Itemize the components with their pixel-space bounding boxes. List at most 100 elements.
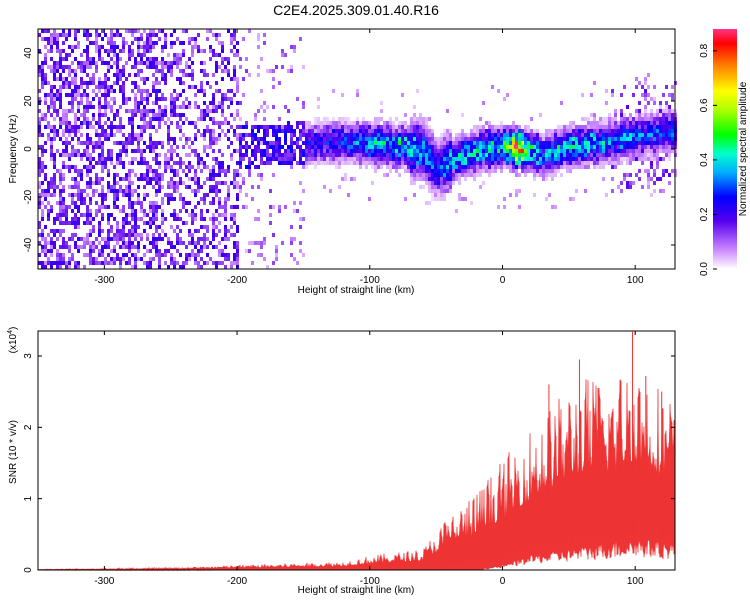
spectrogram-cell — [74, 69, 77, 73]
spectrogram-cell — [143, 49, 146, 53]
spectrogram-cell — [152, 81, 155, 85]
spectrogram-cell — [581, 157, 584, 161]
snr-x-ticks: -300 -200 -100 0 100 — [94, 331, 644, 587]
spectrogram-cell — [119, 161, 122, 165]
spectrogram-cell — [413, 117, 416, 121]
spectrogram-cell — [530, 117, 533, 121]
spectrogram-cell — [260, 89, 263, 93]
spectrogram-cell — [194, 213, 197, 217]
spectrogram-cell — [203, 117, 206, 121]
spectrogram-cell — [95, 65, 98, 69]
spectrogram-cell — [614, 113, 617, 117]
spectrogram-cell — [113, 45, 116, 49]
spectrogram-cell — [92, 249, 95, 253]
spectrogram-cell — [146, 113, 149, 117]
spectrogram-cell — [656, 149, 659, 153]
spectrogram-cell — [665, 113, 668, 117]
spectrogram-cell — [62, 81, 65, 85]
spectrogram-cell — [302, 149, 305, 153]
spectrogram-cell — [188, 57, 191, 61]
spectrogram-cell — [410, 121, 413, 125]
spectrogram-cell — [152, 213, 155, 217]
spectrogram-cell — [467, 173, 470, 177]
spectrogram-cell — [143, 161, 146, 165]
spectrogram-cell — [560, 133, 563, 137]
spectrogram-cell — [584, 165, 587, 169]
spectrogram-cell — [155, 129, 158, 133]
spectrogram-cell — [341, 153, 344, 157]
spectrogram-cell — [401, 157, 404, 161]
spectrogram-cell — [191, 217, 194, 221]
spectrogram-cell — [92, 57, 95, 61]
spectrogram-cell — [50, 125, 53, 129]
spectrogram-cell — [161, 113, 164, 117]
spectrogram-cell — [518, 145, 521, 149]
spectrogram-cell — [314, 145, 317, 149]
spectrogram-cell — [68, 29, 71, 33]
spectrogram-cell — [59, 77, 62, 81]
spectrogram-cell — [116, 45, 119, 49]
spectrogram-cell — [431, 189, 434, 193]
spectrogram-cell — [203, 161, 206, 165]
spectrogram-cell — [185, 105, 188, 109]
spectrogram-cell — [89, 209, 92, 213]
spectrogram-cell — [302, 125, 305, 129]
spectrogram-cell — [350, 125, 353, 129]
spectrogram-cell — [374, 145, 377, 149]
spectrogram-cell — [236, 225, 239, 229]
spectrogram-cell — [512, 145, 515, 149]
spectrogram-cell — [41, 189, 44, 193]
spectrogram-cell — [140, 217, 143, 221]
spectrogram-cell — [653, 101, 656, 105]
spectrogram-cell — [47, 181, 50, 185]
spectrogram-cell — [128, 73, 131, 77]
spectrogram-cell — [617, 121, 620, 125]
spectrogram-cell — [497, 125, 500, 129]
spectrogram-cell — [170, 109, 173, 113]
spectrogram-cell — [119, 261, 122, 265]
spectrogram-cell — [470, 149, 473, 153]
spectrogram-cell — [155, 201, 158, 205]
spectrogram-cell — [110, 153, 113, 157]
spectrogram-cell — [50, 229, 53, 233]
spectrogram-cell — [182, 81, 185, 85]
spectrogram-cell — [236, 241, 239, 245]
spectrogram-cell — [197, 185, 200, 189]
spectrogram-cell — [500, 137, 503, 141]
spectrogram-cell — [146, 249, 149, 253]
spectrogram-cell — [218, 41, 221, 45]
spectrogram-cell — [83, 221, 86, 225]
spectrogram-cell — [242, 157, 245, 161]
spectrogram-cell — [293, 49, 296, 53]
spectrogram-cell — [41, 233, 44, 237]
spectrogram-cell — [131, 229, 134, 233]
spectrogram-cell — [59, 89, 62, 93]
spectrogram-cell — [125, 173, 128, 177]
spectrogram-cell — [173, 213, 176, 217]
spectrogram-cell — [653, 169, 656, 173]
spectrogram-cell — [566, 149, 569, 153]
spectrogram-cell — [104, 73, 107, 77]
spectrogram-cell — [650, 161, 653, 165]
spectrogram-cell — [404, 113, 407, 117]
spectrogram-cell — [251, 129, 254, 133]
spectrogram-cell — [101, 113, 104, 117]
spectrogram-cell — [119, 153, 122, 157]
spectrogram-cell — [254, 153, 257, 157]
spectrogram-cell — [368, 121, 371, 125]
spectrogram-cell — [626, 141, 629, 145]
spectrogram-cell — [116, 189, 119, 193]
spectrogram-cell — [272, 173, 275, 177]
spectrogram-cell — [662, 117, 665, 121]
spectrogram-cell — [107, 253, 110, 257]
spectrogram-cell — [80, 201, 83, 205]
spectrogram-cell — [428, 153, 431, 157]
spectrogram-cell — [482, 141, 485, 145]
spectrogram-cell — [377, 153, 380, 157]
spectrogram-cell — [89, 241, 92, 245]
spectrogram-cell — [197, 237, 200, 241]
spectrogram-cell — [140, 69, 143, 73]
spectrogram-cell — [188, 169, 191, 173]
spectrogram-cell — [50, 141, 53, 145]
spectrogram-cell — [236, 205, 239, 209]
